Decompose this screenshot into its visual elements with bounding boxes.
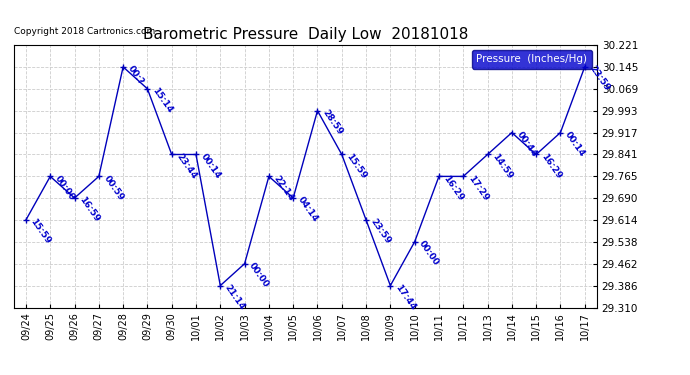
Text: 14:59: 14:59 [491, 152, 514, 180]
Text: 23:59: 23:59 [587, 64, 611, 93]
Text: 00:14: 00:14 [563, 130, 587, 158]
Text: Copyright 2018 Cartronics.com: Copyright 2018 Cartronics.com [14, 27, 155, 36]
Text: 00:00: 00:00 [53, 174, 77, 202]
Text: 00:14: 00:14 [199, 152, 222, 180]
Text: 00:?: 00:? [126, 64, 146, 87]
Text: 16:59: 16:59 [77, 195, 101, 224]
Text: 15:14: 15:14 [150, 86, 174, 115]
Text: 00:00: 00:00 [417, 239, 441, 267]
Text: 00:00: 00:00 [248, 261, 271, 289]
Text: 21:14: 21:14 [223, 283, 247, 312]
Text: 15:59: 15:59 [29, 217, 52, 246]
Text: 23:59: 23:59 [369, 217, 393, 246]
Text: 17:44: 17:44 [393, 283, 417, 312]
Text: 16:29: 16:29 [442, 174, 466, 202]
Text: 15:59: 15:59 [344, 152, 368, 180]
Text: 04:14: 04:14 [296, 195, 320, 224]
Text: 28:59: 28:59 [320, 108, 344, 136]
Text: 00:59: 00:59 [101, 174, 126, 202]
Text: 00:44: 00:44 [515, 130, 538, 158]
Title: Barometric Pressure  Daily Low  20181018: Barometric Pressure Daily Low 20181018 [143, 27, 468, 42]
Legend: Pressure  (Inches/Hg): Pressure (Inches/Hg) [473, 50, 591, 69]
Text: 22:14: 22:14 [272, 174, 295, 202]
Text: 17:29: 17:29 [466, 174, 490, 202]
Text: 23:44: 23:44 [175, 152, 199, 180]
Text: 16:29: 16:29 [539, 152, 563, 180]
